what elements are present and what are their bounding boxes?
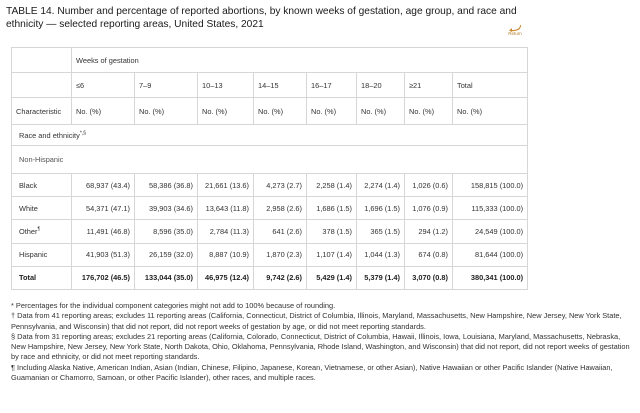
unit-header: No. (%) [306,97,357,125]
row-label: Black [11,172,72,198]
col-header: 18–20 [356,72,405,98]
row-label-text: White [19,203,38,213]
unit-header: No. (%) [197,97,254,125]
total-cell: 380,341 (100.0) [451,265,529,290]
col-header: 10–13 [197,72,254,98]
return-arrow-icon [509,25,521,32]
section-row: Race and ethnicity*,§ [10,124,529,146]
subgroup-row: Non-Hispanic [10,145,529,174]
weeks-of-gestation-header: Weeks of gestation [70,47,529,73]
characteristic-header: Characteristic [11,97,72,125]
return-link[interactable]: Return [508,24,522,36]
table-cell: 41,903 (51.3) [71,242,135,267]
header-row-units: Characteristic No. (%) No. (%) No. (%) N… [11,97,529,125]
total-cell: 46,975 (12.4) [197,265,254,290]
table-cell: 81,644 (100.0) [451,242,529,267]
table-cell: 8,887 (10.9) [197,242,254,267]
table-cell: 365 (1.5) [356,219,405,244]
table-cell: 4,273 (2.7) [253,172,307,198]
header-empty-cell [11,47,72,73]
subgroup-label: Non-Hispanic [10,145,529,174]
unit-header: No. (%) [71,97,135,125]
table-cell: 674 (0.8) [404,242,453,267]
table-cell: 1,044 (1.3) [356,242,405,267]
table-cell: 39,903 (34.6) [134,196,198,221]
table-cell: 1,870 (2.3) [253,242,307,267]
section-marks: *,§ [79,130,86,137]
col-header: 16–17 [306,72,357,98]
table-row: Other¶ 11,491 (46.8) 8,596 (35.0) 2,784 (11… [11,219,529,244]
total-cell: 133,044 (35.0) [134,265,198,290]
table-cell: 1,107 (1.4) [306,242,357,267]
footnote: ¶ Including Alaska Native, American Indi… [11,362,613,383]
row-label-text: Hispanic [19,250,48,260]
table-cell: 641 (2.6) [253,219,307,244]
table-cell: 1,696 (1.5) [356,196,405,221]
unit-header: No. (%) [451,97,529,125]
section-label: Race and ethnicity [19,130,80,140]
row-label-text: Black [19,180,38,190]
table-title: TABLE 14. Number and percentage of repor… [6,6,517,30]
table-cell: 2,274 (1.4) [356,172,405,198]
table-row: White 54,371 (47.1) 39,903 (34.6) 13,643 (1… [11,196,529,221]
table-cell: 1,076 (0.9) [404,196,453,221]
table-cell: 1,686 (1.5) [306,196,357,221]
table-cell: 11,491 (46.8) [71,219,135,244]
table-cell: 54,371 (47.1) [71,196,135,221]
footnote: * Percentages for the individual compone… [11,301,336,310]
row-label: White [11,196,72,221]
col-header: 7–9 [134,72,198,98]
table-cell: 21,661 (13.6) [197,172,254,198]
row-label: Other¶ [11,219,72,244]
table-title-block: TABLE 14. Number and percentage of repor… [6,5,526,31]
table-cell: 2,258 (1.4) [306,172,357,198]
table-cell: 24,549 (100.0) [451,219,529,244]
total-cell: 5,429 (1.4) [306,265,357,290]
header-row-weeks: Weeks of gestation [11,47,529,73]
table-row: Black 68,937 (43.4) 58,386 (36.8) 21,661 (1… [11,172,529,198]
table-cell: 294 (1.2) [404,219,453,244]
total-row: Total 176,702 (46.5) 133,044 (35.0) 46,975 … [11,265,529,290]
table-cell: 1,026 (0.6) [404,172,453,198]
table-cell: 115,333 (100.0) [451,196,529,221]
unit-header: No. (%) [404,97,453,125]
total-cell: 3,070 (0.8) [404,265,453,290]
table-cell: 13,643 (11.8) [197,196,254,221]
unit-header: No. (%) [253,97,307,125]
footnote: † Data from 41 reporting areas; excludes… [11,311,622,331]
table-row: Hispanic 41,903 (51.3) 26,159 (32.0) 8,887 … [11,242,529,267]
total-cell: 176,702 (46.5) [71,265,135,290]
table-cell: 2,958 (2.6) [253,196,307,221]
unit-header: No. (%) [134,97,198,125]
col-header: ≥21 [404,72,453,98]
row-label-mark: ¶ [37,226,41,233]
table-cell: 68,937 (43.4) [71,172,135,198]
total-label: Total [11,265,72,290]
col-header: ≤6 [71,72,135,98]
unit-header: No. (%) [356,97,405,125]
table-cell: 26,159 (32.0) [134,242,198,267]
header-row-columns: ≤6 7–9 10–13 14–15 16–17 18–20 ≥21 Total [11,72,529,98]
footnote: § Data from 31 reporting areas; excludes… [11,331,630,362]
return-label: Return [508,31,522,36]
row-label: Hispanic [11,242,72,267]
table-cell: 8,596 (35.0) [134,219,198,244]
col-header: 14–15 [253,72,307,98]
header-empty-cell [11,72,72,98]
table-cell: 58,386 (36.8) [134,172,198,198]
footnotes: * Percentages for the individual compone… [11,301,631,383]
table-cell: 378 (1.5) [306,219,357,244]
table-cell: 158,815 (100.0) [451,172,529,198]
table-cell: 2,784 (11.3) [197,219,254,244]
row-label-text: Other [19,226,38,236]
section-label-cell: Race and ethnicity*,§ [10,124,529,146]
total-cell: 9,742 (2.6) [253,265,307,290]
col-header: Total [451,72,529,98]
abortions-table: Weeks of gestation ≤6 7–9 10–13 14–15 16… [10,47,529,290]
table-body: Black 68,937 (43.4) 58,386 (36.8) 21,661 (1… [11,172,529,267]
total-cell: 5,379 (1.4) [356,265,405,290]
